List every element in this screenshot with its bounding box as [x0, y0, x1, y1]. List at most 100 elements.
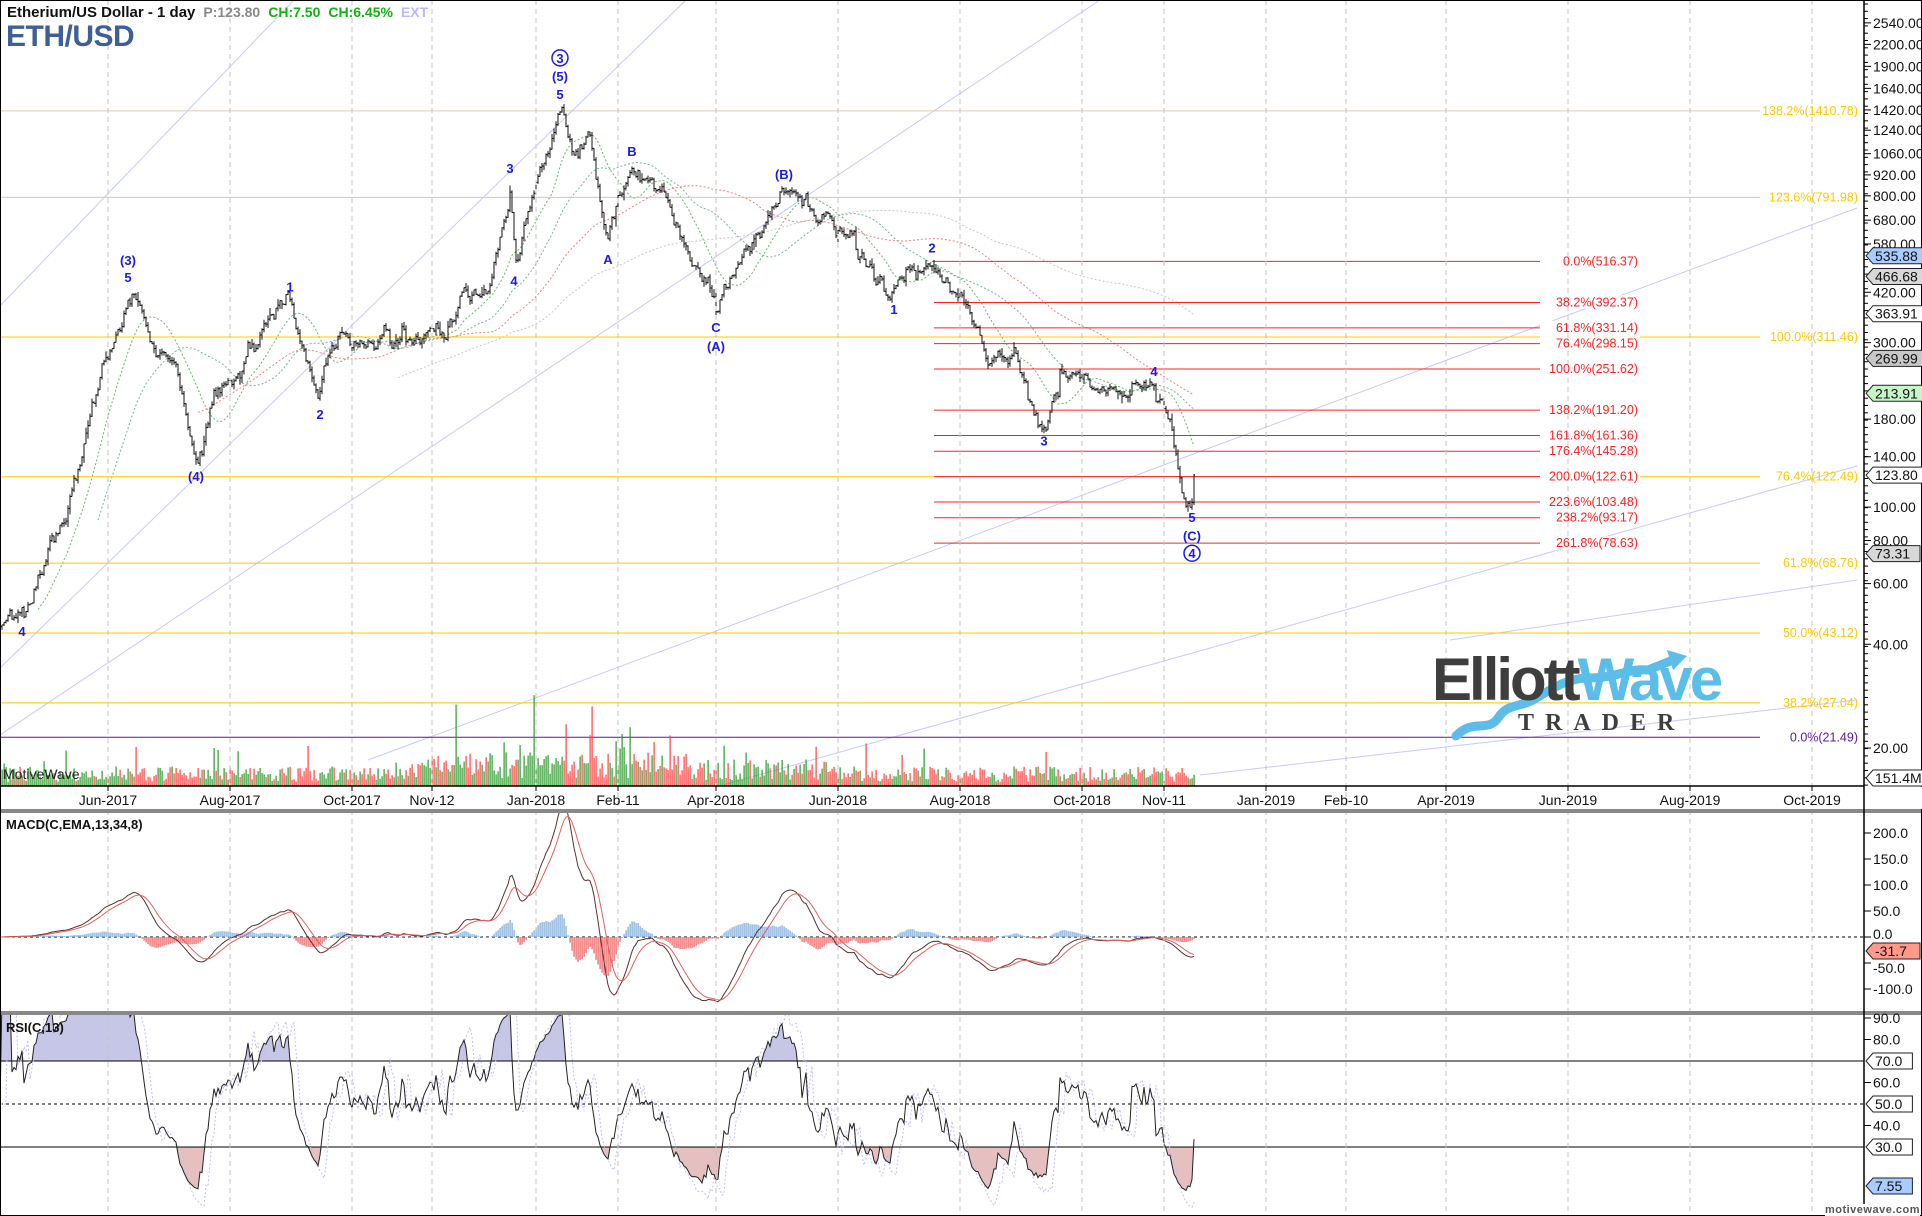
panel-separator [0, 1011, 1922, 1015]
volume-bar [751, 778, 753, 786]
volume-bar [1041, 773, 1043, 786]
price-bar [503, 218, 505, 231]
volume-bar [65, 750, 67, 786]
volume-bar [145, 780, 147, 786]
volume-bar [973, 769, 975, 786]
volume-bar [501, 777, 503, 786]
price-bar [765, 221, 767, 229]
macd-histogram-bar [375, 937, 377, 938]
volume-bar [775, 765, 777, 786]
macd-histogram-bar [1161, 937, 1163, 939]
volume-bar [823, 761, 825, 786]
volume-bar [67, 775, 69, 786]
date-tick-label: Jan-2018 [507, 792, 566, 808]
macd-tick-label: 200.0 [1873, 825, 1908, 841]
macd-histogram-bar [805, 937, 807, 942]
price-bar [519, 252, 521, 262]
macd-histogram-bar [65, 936, 67, 937]
volume-bar [749, 760, 751, 786]
price-bar [401, 323, 403, 343]
macd-histogram-bar [593, 937, 595, 954]
volume-bar [1153, 767, 1155, 786]
fib-extension-label: 38.2%(27.04) [1783, 696, 1858, 710]
volume-bar [35, 770, 37, 786]
volume-bar [77, 779, 79, 786]
volume-bar [813, 777, 815, 786]
macd-histogram-bar [793, 933, 795, 937]
volume-bar [497, 771, 499, 786]
price-bar [507, 208, 509, 218]
volume-bar [543, 759, 545, 786]
volume-bar [919, 776, 921, 786]
fib-retracement-label: 161.8%(161.36) [1549, 428, 1638, 442]
macd-histogram-bar [45, 936, 47, 937]
macd-histogram-bar [1019, 934, 1021, 937]
macd-histogram-bar [201, 937, 203, 942]
volume-bar [305, 767, 307, 786]
price-bar [957, 288, 959, 302]
volume-bar [579, 756, 581, 786]
volume-bar [903, 772, 905, 786]
volume-bar [449, 771, 451, 786]
price-bar [939, 268, 941, 278]
volume-bar [1039, 772, 1041, 786]
macd-histogram-bar [503, 924, 505, 937]
macd-histogram-bar [343, 932, 345, 937]
volume-bar [1025, 775, 1027, 786]
price-bar [767, 210, 769, 225]
volume-bar [1061, 781, 1063, 786]
price-bar [1193, 474, 1195, 506]
price-bar [591, 131, 593, 151]
ext-indicator[interactable]: EXT [400, 4, 429, 20]
price-bar [637, 169, 639, 181]
volume-bar [241, 774, 243, 786]
price-bar [269, 307, 271, 321]
volume-bar [381, 776, 383, 786]
volume-bar [945, 767, 947, 786]
volume-bar [521, 777, 523, 786]
price-tick-label: 920.00 [1873, 167, 1916, 183]
price-bar [1013, 342, 1015, 357]
wave-label: (3) [120, 253, 136, 268]
price-bar [643, 178, 645, 181]
price-bar [481, 287, 483, 299]
price-bar [71, 487, 73, 497]
volume-bar [1131, 774, 1133, 786]
price-bar [343, 331, 345, 335]
macd-histogram-bar [931, 932, 933, 937]
price-bar [1077, 370, 1079, 375]
macd-histogram-bar [271, 932, 273, 937]
macd-histogram-bar [547, 921, 549, 937]
volume-bar [395, 762, 397, 786]
price-bar [1027, 380, 1029, 401]
volume-bar [477, 769, 479, 786]
volume-bar [567, 773, 569, 786]
macd-histogram-bar [159, 937, 161, 948]
volume-bar [141, 768, 143, 786]
macd-tick-label: -50.0 [1873, 960, 1905, 976]
price-tick-label: 20.00 [1873, 740, 1908, 756]
volume-bar [701, 767, 703, 786]
price-bar [717, 310, 719, 313]
volume-bar [1125, 772, 1127, 786]
macd-histogram-bar [851, 937, 853, 941]
volume-bar [1113, 769, 1115, 786]
volume-bar [1057, 769, 1059, 786]
price-bar [291, 297, 293, 306]
price-bar [869, 260, 871, 268]
macd-histogram-bar [87, 933, 89, 937]
chart-header: Etherium/US Dollar - 1 day P:123.80 CH:7… [7, 4, 428, 21]
volume-bar [767, 763, 769, 786]
macd-histogram-bar [395, 937, 397, 938]
price-bar [1107, 387, 1109, 397]
volume-bar [483, 771, 485, 786]
macd-histogram-bar [71, 935, 73, 937]
macd-histogram-bar [807, 937, 809, 944]
price-bar [823, 212, 825, 220]
macd-histogram-bar [659, 937, 661, 940]
price-bar [1003, 355, 1005, 363]
macd-histogram-bar [877, 937, 879, 943]
price-bar [605, 223, 607, 236]
macd-histogram-bar [235, 933, 237, 937]
